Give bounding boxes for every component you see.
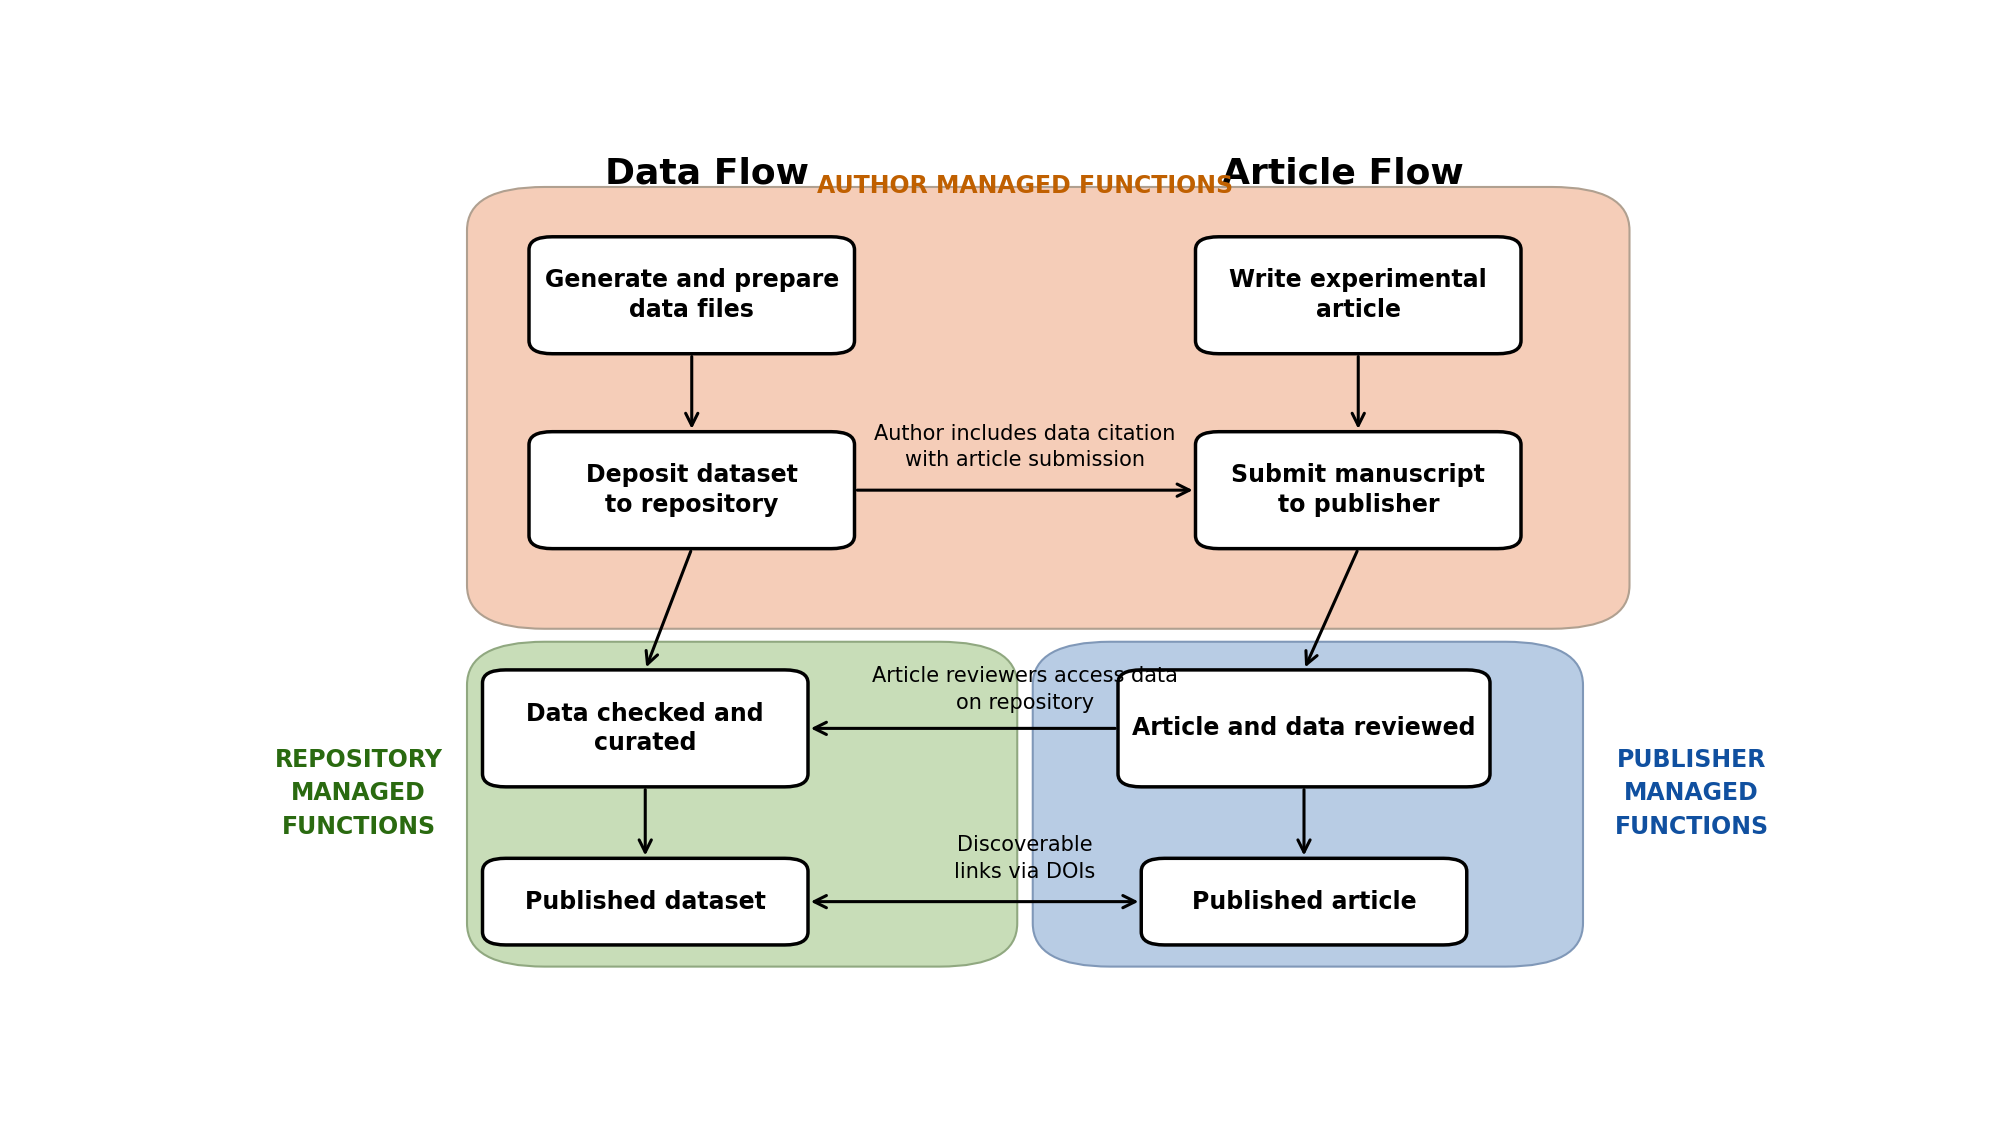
Text: Data Flow: Data Flow [606,156,810,190]
FancyBboxPatch shape [528,432,854,549]
Text: Deposit dataset
to repository: Deposit dataset to repository [586,464,798,518]
Text: Data checked and
curated: Data checked and curated [526,702,764,755]
Text: Discoverable
links via DOIs: Discoverable links via DOIs [954,835,1096,882]
FancyBboxPatch shape [482,858,808,945]
Text: Generate and prepare
data files: Generate and prepare data files [544,269,838,322]
FancyBboxPatch shape [468,187,1630,629]
FancyBboxPatch shape [468,641,1018,966]
Text: Published dataset: Published dataset [524,890,766,914]
Text: Article Flow: Article Flow [1222,156,1464,190]
FancyBboxPatch shape [528,236,854,353]
FancyBboxPatch shape [1118,669,1490,786]
Text: Write experimental
article: Write experimental article [1230,269,1488,322]
FancyBboxPatch shape [1196,236,1522,353]
FancyBboxPatch shape [1142,858,1466,945]
Text: REPOSITORY
MANAGED
FUNCTIONS: REPOSITORY MANAGED FUNCTIONS [274,748,442,839]
Text: Article reviewers access data
on repository: Article reviewers access data on reposit… [872,666,1178,712]
Text: Article and data reviewed: Article and data reviewed [1132,717,1476,740]
Text: Author includes data citation
with article submission: Author includes data citation with artic… [874,424,1176,470]
FancyBboxPatch shape [1032,641,1584,966]
Text: PUBLISHER
MANAGED
FUNCTIONS: PUBLISHER MANAGED FUNCTIONS [1614,748,1768,839]
FancyBboxPatch shape [482,669,808,786]
FancyBboxPatch shape [1196,432,1522,549]
Text: AUTHOR MANAGED FUNCTIONS: AUTHOR MANAGED FUNCTIONS [816,174,1234,198]
Text: Published article: Published article [1192,890,1416,914]
Text: Submit manuscript
to publisher: Submit manuscript to publisher [1232,464,1486,518]
